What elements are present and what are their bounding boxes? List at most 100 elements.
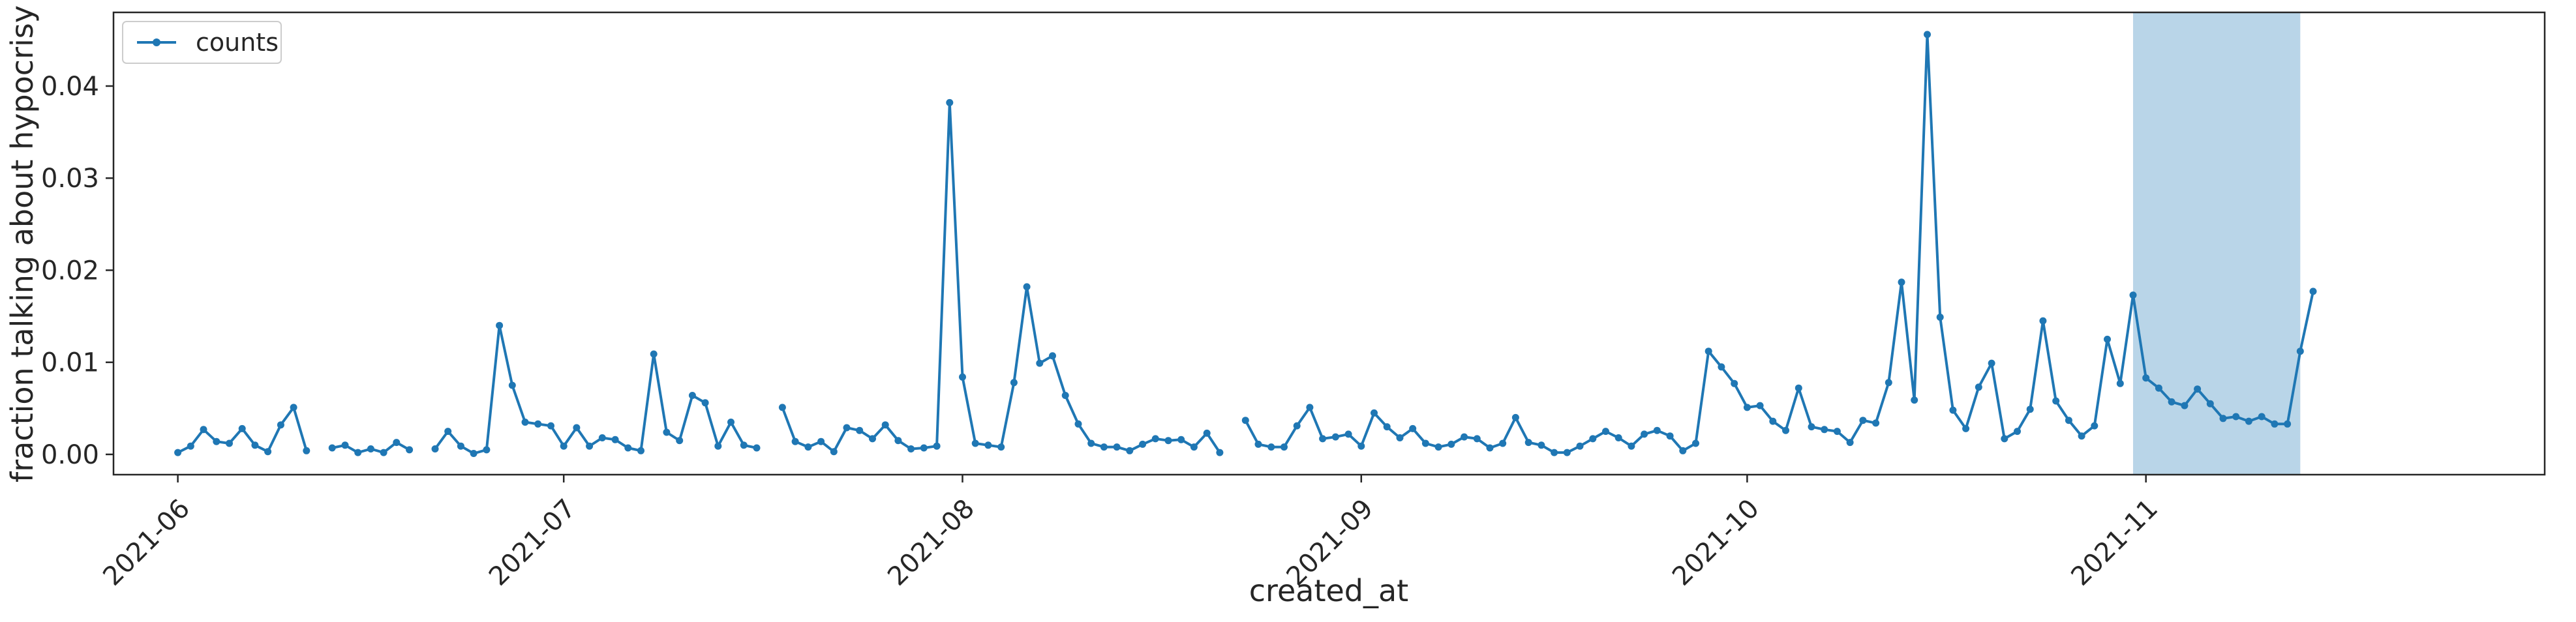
data-point (1280, 443, 1288, 451)
data-point (1602, 428, 1609, 436)
data-point (238, 424, 246, 432)
data-point (1036, 359, 1044, 367)
legend-label-counts: counts (196, 28, 279, 57)
data-point (187, 442, 194, 450)
data-point (521, 419, 529, 426)
data-point (328, 444, 336, 452)
data-point (354, 449, 362, 456)
data-point (1936, 314, 1944, 321)
legend: counts (122, 21, 282, 64)
data-point (2078, 432, 2085, 440)
data-point (2091, 422, 2099, 430)
data-point (701, 399, 709, 407)
data-point (1396, 434, 1404, 441)
x-tick-label: 2021-10 (1667, 494, 1765, 592)
data-point (1666, 432, 1674, 440)
data-point (1576, 442, 1584, 450)
data-point (1808, 423, 1815, 431)
data-point (1447, 440, 1455, 448)
data-point (444, 428, 452, 436)
data-point (624, 444, 632, 452)
data-point (341, 441, 349, 449)
data-point (2232, 413, 2240, 421)
data-point (174, 449, 182, 456)
data-point (1563, 449, 1571, 456)
data-point (804, 443, 812, 451)
series-line-counts (781, 101, 1221, 454)
data-point (959, 373, 966, 381)
data-point (1524, 439, 1532, 447)
data-point (881, 421, 889, 429)
data-point (586, 442, 594, 450)
data-point (1962, 424, 1970, 432)
data-point (1782, 426, 1789, 434)
data-point (1653, 426, 1661, 434)
data-point (1859, 417, 1867, 424)
y-tick-label: 0.03 (41, 164, 99, 194)
data-point (1679, 447, 1687, 454)
data-point (367, 445, 374, 452)
data-point (264, 448, 272, 456)
data-point (1614, 434, 1622, 441)
data-point (2309, 288, 2317, 295)
data-point (1551, 449, 1558, 456)
data-point (971, 439, 979, 447)
data-point (1988, 359, 1995, 367)
data-point (380, 449, 387, 456)
y-tick-label: 0.02 (41, 256, 99, 286)
data-point (2206, 400, 2214, 407)
data-point (1293, 422, 1301, 430)
data-point (534, 420, 542, 428)
data-point (1911, 396, 1918, 404)
data-point (470, 450, 477, 457)
data-point (1267, 443, 1275, 451)
x-axis-label: created_at (1249, 573, 1408, 608)
data-point (2116, 379, 2124, 387)
data-point (1371, 409, 1378, 417)
y-axis-label: fraction talking about hypocrisy (5, 5, 40, 482)
data-point (2271, 420, 2279, 428)
data-point (508, 381, 516, 389)
data-point (637, 447, 644, 454)
data-point (2052, 397, 2060, 405)
data-point (2181, 402, 2189, 409)
data-point (1190, 443, 1198, 451)
data-point (663, 428, 671, 436)
data-point (2142, 374, 2150, 382)
data-point (290, 404, 297, 411)
data-point (1331, 433, 1339, 441)
data-point (2129, 291, 2137, 299)
data-point (1718, 363, 1725, 371)
data-point (1319, 435, 1327, 443)
data-point (714, 442, 722, 450)
data-point (2194, 385, 2202, 393)
data-point (753, 444, 761, 452)
data-point (2104, 335, 2111, 343)
y-tick-label: 0.01 (41, 348, 99, 378)
data-point (907, 445, 915, 452)
data-point (2284, 420, 2292, 428)
data-point (598, 434, 606, 441)
legend-point-marker (153, 38, 160, 46)
data-point (213, 437, 220, 445)
data-point (2155, 384, 2162, 392)
data-point (1743, 404, 1751, 411)
data-point (1731, 379, 1738, 387)
data-point (920, 444, 928, 452)
data-point (1473, 435, 1481, 443)
data-point (573, 424, 581, 432)
data-point (1769, 417, 1777, 425)
data-point (894, 437, 902, 445)
data-point (1023, 283, 1031, 291)
data-point (688, 392, 696, 399)
data-point (1872, 419, 1880, 427)
data-point (1409, 424, 1417, 432)
data-point (1074, 420, 1082, 428)
data-point (547, 422, 554, 430)
data-point (393, 439, 401, 447)
data-point (676, 437, 684, 445)
y-tick-label: 0.00 (41, 440, 99, 470)
data-point (2001, 435, 2008, 443)
